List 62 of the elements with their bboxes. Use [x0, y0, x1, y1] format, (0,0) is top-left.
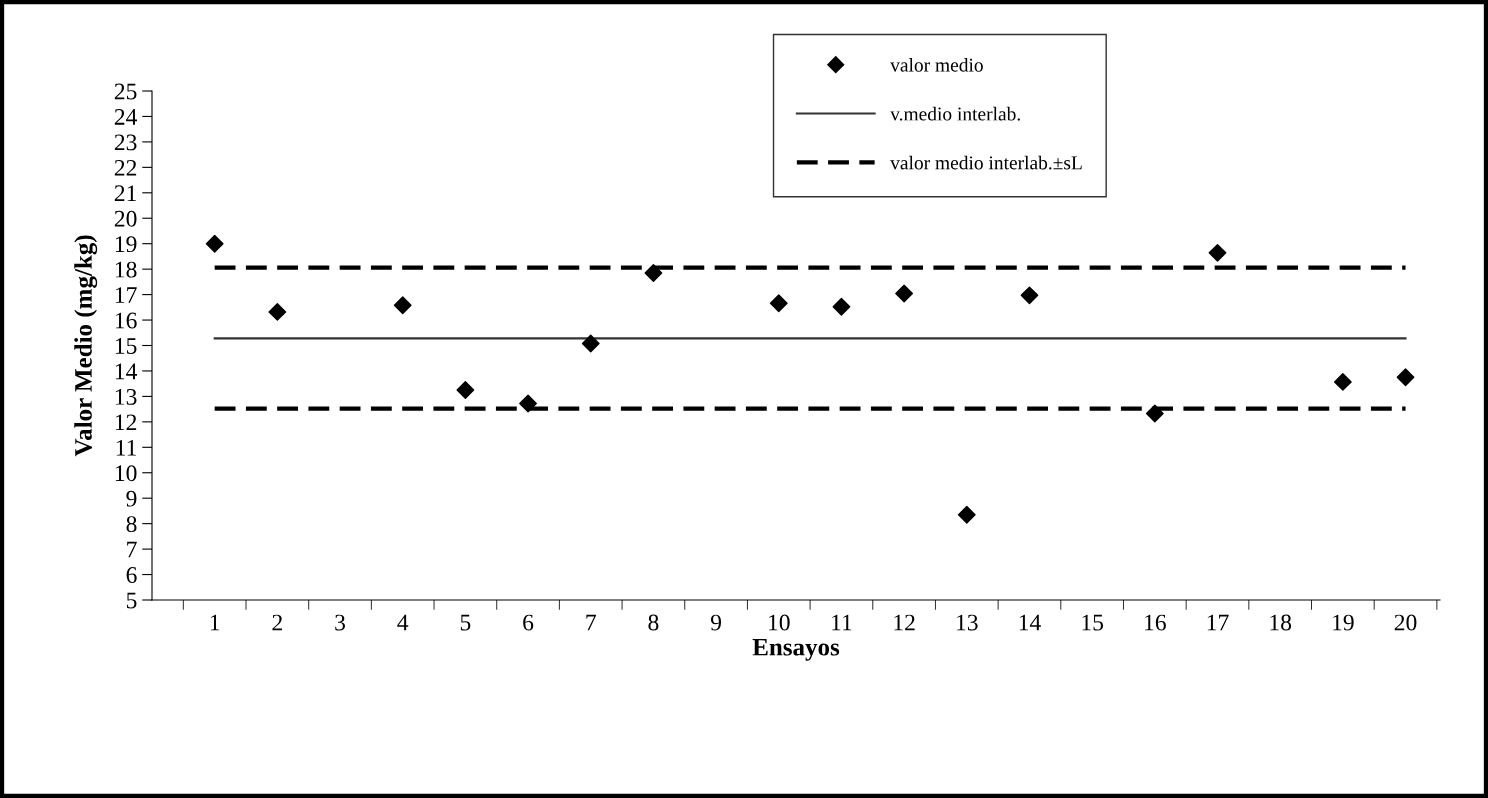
x-tick-label: 3: [335, 614, 346, 631]
y-tick-label: 23: [114, 134, 137, 151]
y-tick-label: 25: [114, 83, 137, 100]
x-tick-label: 16: [1145, 614, 1166, 631]
point: [1396, 368, 1415, 387]
x-tick-label: 15: [1082, 614, 1104, 631]
y-tick-label: 18: [115, 261, 137, 278]
point: [268, 302, 287, 321]
point: [957, 505, 976, 524]
x-tick-label: 12: [894, 614, 915, 631]
legend-label: v.medio interlab.: [890, 106, 1020, 121]
point: [1145, 404, 1164, 423]
y-tick-label: 17: [115, 287, 137, 303]
y-tick-label: 12: [115, 414, 137, 431]
y-tick-label: 15: [115, 338, 137, 354]
legend-label: valor medio: [890, 58, 983, 72]
x-tick-label: 20: [1394, 614, 1417, 631]
point: [456, 381, 475, 399]
x-tick-label: 13: [957, 614, 978, 631]
x-tick-label: 7: [586, 614, 596, 631]
y-tick-label: 8: [126, 516, 137, 533]
x-tick-label: 5: [460, 614, 471, 631]
point: [1020, 286, 1039, 305]
point: [1208, 243, 1227, 262]
x-tick-label: 17: [1207, 614, 1229, 631]
x-tick-label: 9: [710, 614, 722, 631]
y-tick-label: 21: [114, 185, 136, 201]
point: [581, 334, 600, 353]
y-tick-label: 19: [115, 236, 137, 253]
point: [205, 234, 224, 253]
y-tick-label: 13: [115, 388, 137, 405]
x-tick-label: 8: [648, 614, 659, 631]
x-tick-label: 1: [210, 614, 220, 631]
point: [519, 394, 537, 413]
y-tick-label: 7: [127, 541, 137, 558]
point: [393, 296, 412, 315]
y-tick-label: 24: [114, 109, 138, 125]
point: [769, 294, 788, 313]
x-tick-label: 11: [832, 614, 852, 631]
point: [832, 297, 851, 316]
y-tick-label: 9: [126, 490, 137, 507]
x-tick-label: 10: [769, 614, 790, 631]
x-tick-label: 4: [397, 614, 409, 631]
x-axis-title: Ensayos: [752, 638, 840, 661]
x-tick-label: 19: [1333, 614, 1354, 631]
y-tick-label: 10: [115, 465, 137, 482]
legend-label: valor medio interlab.±sL: [890, 155, 1082, 170]
x-tick-label: 14: [1019, 614, 1041, 631]
x-tick-label: 6: [523, 614, 534, 631]
y-tick-label: 6: [126, 567, 137, 583]
y-axis-title: Valor Medio (mg/kg): [74, 235, 98, 457]
y-tick-label: 22: [114, 159, 137, 176]
point: [644, 264, 663, 282]
y-tick-label: 11: [116, 439, 136, 456]
x-tick-label: 18: [1270, 614, 1292, 631]
point: [895, 284, 914, 303]
y-tick-label: 14: [115, 363, 138, 380]
y-tick-label: 16: [115, 312, 137, 329]
point: [1333, 372, 1352, 391]
y-tick-label: 5: [126, 592, 137, 609]
x-tick-label: 2: [272, 614, 282, 631]
y-tick-label: 20: [114, 210, 137, 227]
